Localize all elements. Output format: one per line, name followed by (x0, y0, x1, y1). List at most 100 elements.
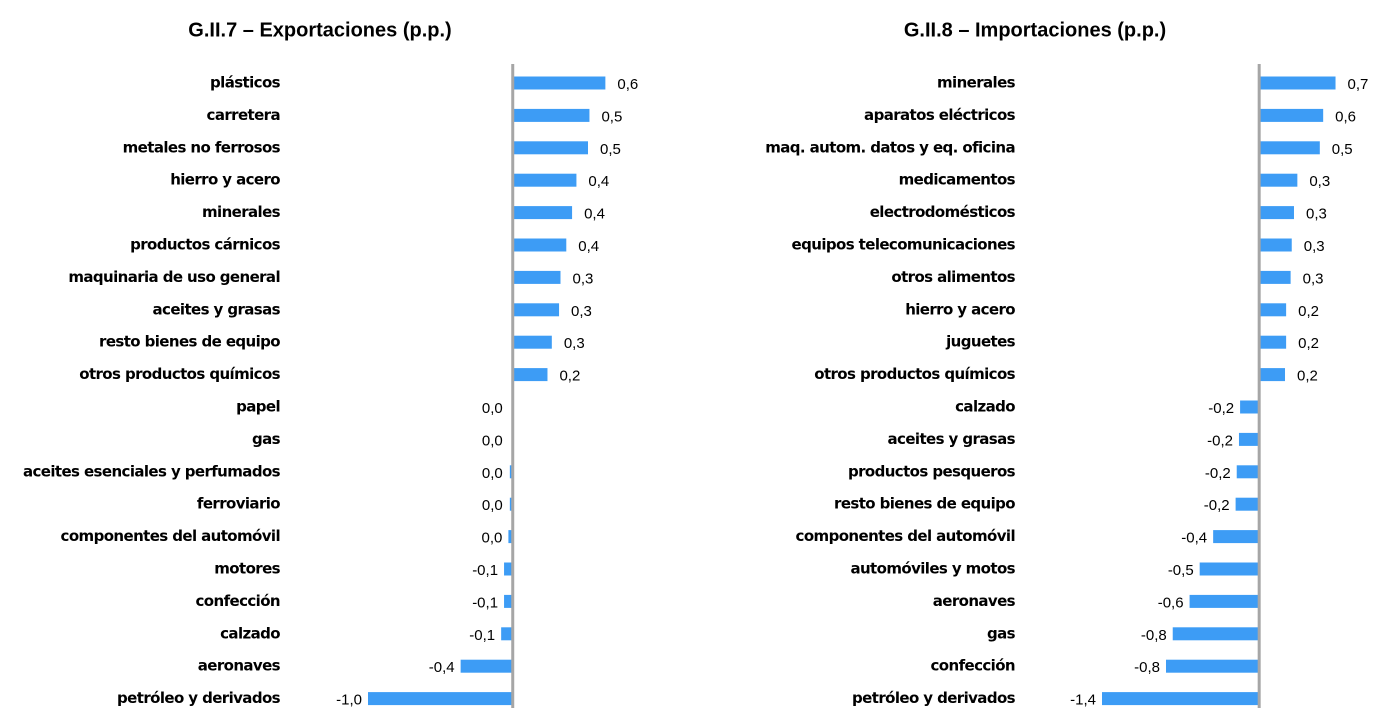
value-label: -0,8 (1141, 627, 1167, 644)
value-label: -0,1 (472, 594, 498, 611)
bar (1259, 335, 1287, 349)
value-label: 0,3 (564, 335, 585, 352)
category-label: hierro y acero (905, 300, 1015, 318)
value-label: 0,3 (1309, 173, 1330, 190)
bar (1259, 270, 1291, 284)
value-label: 0,0 (482, 400, 503, 417)
bar (1236, 465, 1260, 479)
category-label: confección (931, 657, 1015, 675)
category-label: aeronaves (198, 657, 281, 675)
bar (1165, 659, 1260, 673)
bar (1240, 400, 1260, 414)
bar (1259, 141, 1320, 155)
value-label: 0,5 (600, 141, 621, 158)
category-label: plásticos (210, 74, 281, 92)
category-label: gas (987, 624, 1016, 642)
bar (512, 303, 560, 317)
value-label: 0,6 (1335, 108, 1356, 125)
bar (1235, 497, 1260, 511)
chart-title: G.II.7 – Exportaciones (p.p.) (188, 19, 451, 41)
bar (1238, 432, 1260, 446)
category-label: otros alimentos (891, 268, 1015, 286)
value-label: 0,7 (1348, 76, 1369, 93)
category-label: petróleo y derivados (117, 689, 281, 707)
category-label: ferroviario (197, 495, 280, 513)
bar (1102, 692, 1260, 706)
category-label: resto bienes de equipo (834, 495, 1015, 513)
value-label: 0,0 (482, 432, 503, 449)
bar (1172, 627, 1260, 641)
value-label: -0,8 (1134, 659, 1160, 676)
value-label: -0,6 (1158, 594, 1184, 611)
value-label: -0,2 (1208, 400, 1234, 417)
bar (512, 108, 590, 122)
bar (501, 627, 513, 641)
bar (1259, 238, 1292, 252)
bar (512, 368, 548, 382)
value-label: -0,4 (429, 659, 455, 676)
bar (512, 173, 577, 187)
value-label: 0,6 (617, 76, 638, 93)
category-label: equipos telecomunicaciones (792, 236, 1016, 254)
bar (504, 562, 513, 576)
bar (512, 335, 552, 349)
bar (1259, 173, 1298, 187)
category-label: otros productos químicos (814, 365, 1015, 383)
value-label: 0,2 (1298, 303, 1319, 320)
category-label: gas (252, 430, 281, 448)
category-label: minerales (937, 74, 1016, 92)
category-label: resto bienes de equipo (99, 333, 280, 351)
bar (1199, 562, 1260, 576)
category-label: papel (236, 398, 280, 416)
value-label: 0,3 (573, 270, 594, 287)
bar (1213, 530, 1260, 544)
bar (1259, 108, 1324, 122)
category-label: aceites esenciales y perfumados (23, 462, 281, 480)
value-label: -0,2 (1204, 497, 1230, 514)
category-label: hierro y acero (170, 171, 280, 189)
value-label: 0,0 (482, 497, 503, 514)
value-label: -0,4 (1181, 530, 1207, 547)
bar (504, 594, 513, 608)
category-label: confección (196, 592, 280, 610)
category-label: aeronaves (933, 592, 1016, 610)
category-label: productos cárnicos (130, 236, 281, 254)
category-label: calzado (955, 398, 1015, 416)
category-label: electrodomésticos (870, 203, 1016, 221)
category-label: otros productos químicos (79, 365, 280, 383)
value-label: -0,2 (1207, 432, 1233, 449)
bar (1259, 303, 1287, 317)
value-label: 0,4 (578, 238, 599, 255)
value-label: 0,3 (1304, 238, 1325, 255)
value-label: 0,5 (1332, 141, 1353, 158)
value-label: 0,2 (1297, 368, 1318, 385)
bar (512, 206, 573, 220)
category-label: motores (214, 560, 280, 578)
bar (460, 659, 513, 673)
category-label: componentes del automóvil (796, 527, 1015, 545)
category-label: componentes del automóvil (61, 527, 280, 545)
category-label: petróleo y derivados (852, 689, 1016, 707)
value-label: 0,3 (1303, 270, 1324, 287)
bar (512, 141, 588, 155)
category-label: aceites y grasas (153, 300, 281, 318)
category-label: medicamentos (899, 171, 1016, 189)
category-label: maquinaria de uso general (68, 268, 280, 286)
value-label: 0,3 (571, 303, 592, 320)
category-label: productos pesqueros (848, 462, 1016, 480)
value-label: 0,5 (601, 108, 622, 125)
value-label: -1,4 (1070, 692, 1096, 709)
bar (1259, 76, 1336, 90)
value-label: -0,1 (472, 562, 498, 579)
category-label: aparatos eléctricos (864, 106, 1016, 124)
value-label: 0,2 (559, 368, 580, 385)
value-label: 0,0 (482, 465, 503, 482)
category-label: automóviles y motos (850, 560, 1015, 578)
value-label: 0,0 (482, 530, 503, 547)
value-label: 0,3 (1306, 206, 1327, 223)
bar (368, 692, 513, 706)
bar (1259, 368, 1286, 382)
bar (512, 76, 606, 90)
category-label: carretera (207, 106, 280, 124)
category-label: metales no ferrosos (123, 138, 281, 156)
